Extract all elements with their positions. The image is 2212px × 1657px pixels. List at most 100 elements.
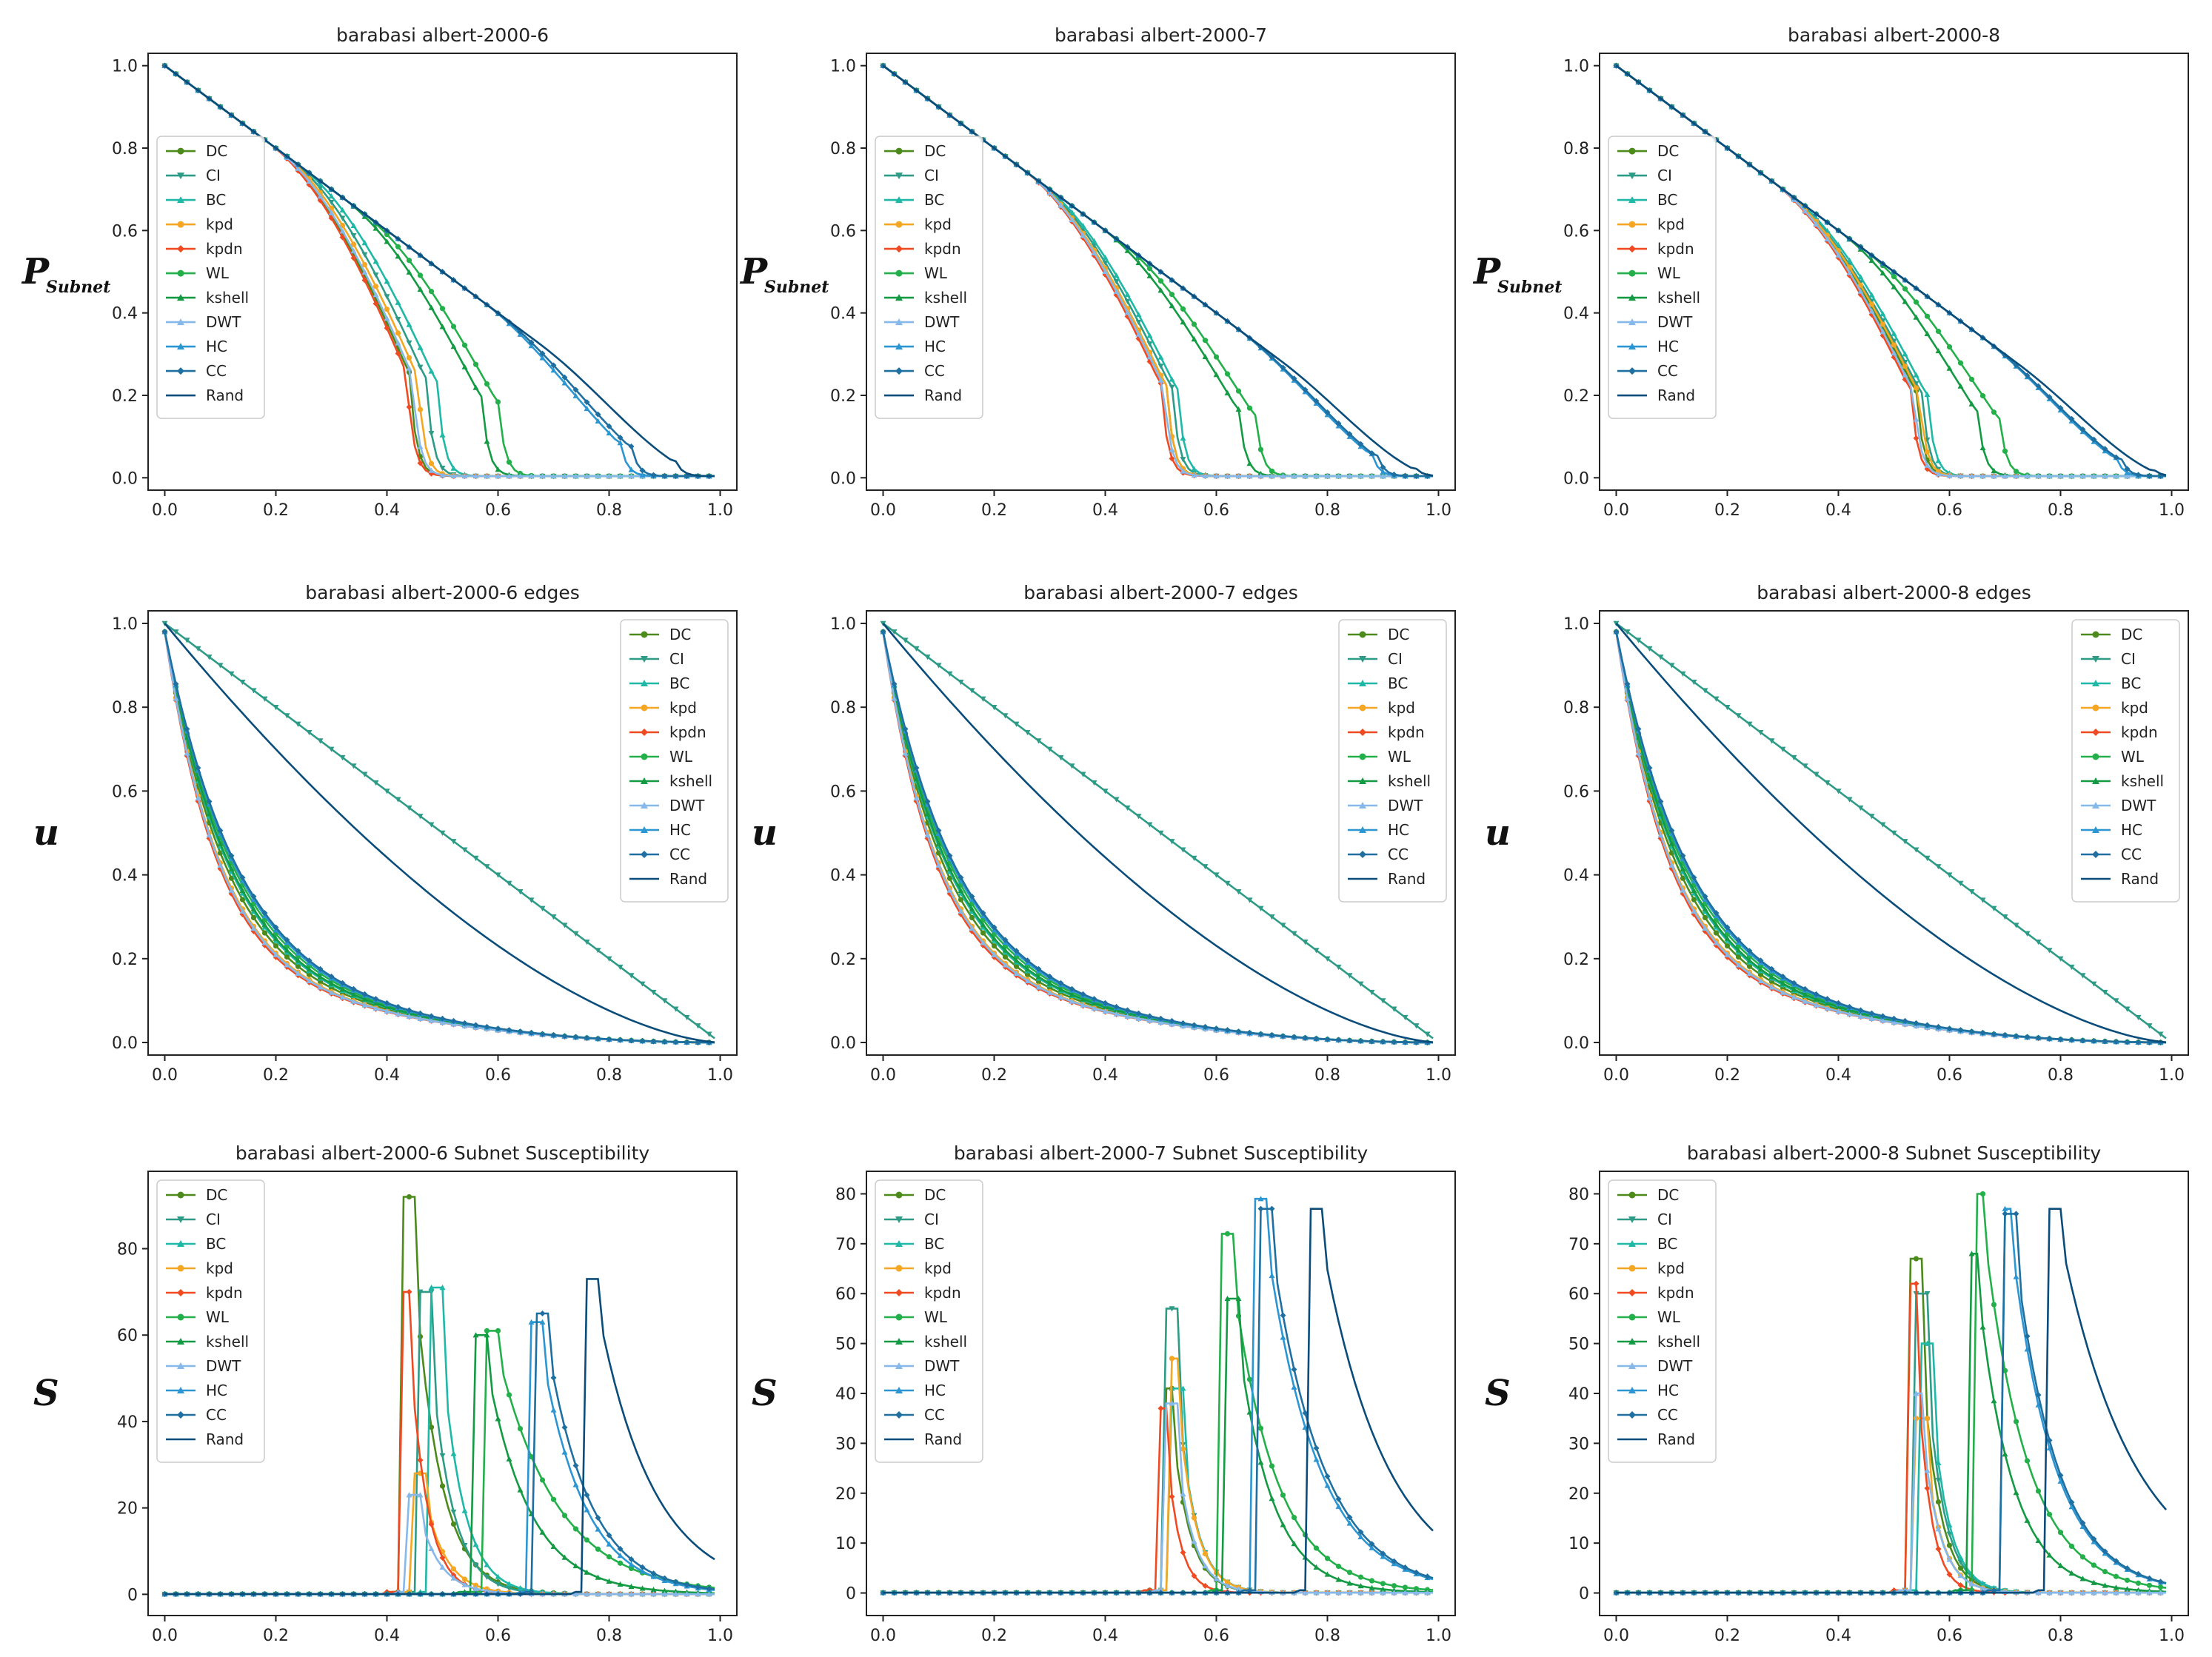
marker-CC xyxy=(1624,680,1631,687)
marker-kpdn xyxy=(1191,1573,1197,1579)
marker-CC xyxy=(1380,1550,1386,1557)
marker-DWT xyxy=(472,473,479,479)
y-tick-label: 0.2 xyxy=(1563,387,1589,406)
legend-label: WL xyxy=(206,1308,230,1326)
y-tick-label: 0.6 xyxy=(830,783,856,801)
chart-title: barabasi albert-2000-7 Subnet Susceptibi… xyxy=(954,1142,1369,1164)
legend-label: CC xyxy=(1657,362,1678,380)
marker-CI xyxy=(1680,671,1686,677)
marker-kpd xyxy=(1191,1515,1197,1521)
marker-DWT xyxy=(1169,1400,1175,1406)
marker-kshell xyxy=(550,1543,557,1549)
marker-CI xyxy=(1046,746,1053,752)
marker-kshell xyxy=(2046,1552,2053,1558)
y-tick-label: 0.4 xyxy=(1563,305,1589,324)
y-axis-label: S xyxy=(33,1373,59,1414)
marker-BC xyxy=(428,368,435,374)
legend-label: DWT xyxy=(669,797,705,814)
marker-kshell xyxy=(1257,1459,1264,1465)
marker-kshell xyxy=(1080,996,1086,1002)
marker-CC xyxy=(1324,1036,1331,1042)
legend-label: CI xyxy=(206,167,221,184)
marker-CC xyxy=(1680,852,1686,859)
marker-kpd xyxy=(1169,1356,1175,1362)
marker-kshell xyxy=(924,811,931,817)
marker-DWT xyxy=(439,472,446,478)
marker-HC xyxy=(595,418,601,424)
marker-kshell xyxy=(1946,365,1953,371)
marker-DWT xyxy=(306,178,313,184)
marker-WL xyxy=(1269,1463,1275,1469)
marker-HC xyxy=(1313,1456,1320,1462)
legend-label: CI xyxy=(1657,167,1672,184)
marker-CI xyxy=(1913,847,1919,853)
marker-DWT xyxy=(506,473,512,479)
marker-kshell xyxy=(1124,247,1131,253)
marker-kshell xyxy=(1313,1564,1320,1570)
marker-CC xyxy=(661,472,668,479)
marker-kshell xyxy=(228,866,235,871)
marker-BC xyxy=(1935,458,1942,463)
marker-CC xyxy=(606,1532,612,1539)
marker-CI xyxy=(1369,989,1375,996)
marker-WL xyxy=(1224,1231,1231,1236)
marker-DWT xyxy=(350,247,357,254)
marker-DWT xyxy=(472,1585,479,1591)
marker-CI xyxy=(1735,713,1742,719)
marker-kpd xyxy=(428,461,435,466)
legend-label: DC xyxy=(924,142,946,160)
marker-CI xyxy=(891,629,898,635)
marker-DWT xyxy=(2002,473,2008,479)
marker-CI xyxy=(1235,889,1242,895)
marker-CC xyxy=(617,1545,624,1552)
marker-kpd xyxy=(461,1576,468,1582)
marker-WL xyxy=(1280,1492,1286,1498)
marker-kshell xyxy=(1380,1586,1386,1592)
legend-label: BC xyxy=(1388,674,1408,692)
marker-CC xyxy=(584,1492,590,1499)
legend-box xyxy=(875,135,983,419)
y-tick-label: 0.2 xyxy=(1563,951,1589,969)
marker-DWT xyxy=(991,951,998,957)
series-group xyxy=(880,1196,1434,1596)
y-tick-label: 0.4 xyxy=(830,867,856,886)
legend-marker-kpdn xyxy=(177,1289,184,1296)
marker-DWT xyxy=(1335,473,1342,479)
marker-CI xyxy=(317,185,324,192)
marker-kshell xyxy=(1979,444,1986,451)
legend-label: CC xyxy=(924,362,945,380)
marker-CI xyxy=(991,704,998,711)
marker-DWT xyxy=(417,1492,424,1498)
marker-DWT xyxy=(1657,831,1664,837)
marker-WL xyxy=(1235,388,1242,394)
legend-label: WL xyxy=(2121,748,2145,766)
marker-CC xyxy=(2024,372,2031,379)
marker-DC xyxy=(428,1425,435,1430)
marker-CC xyxy=(1024,957,1031,964)
marker-BC xyxy=(1902,351,1908,357)
y-tick-label: 0 xyxy=(846,1585,856,1604)
marker-CI xyxy=(1135,319,1142,326)
marker-CC xyxy=(684,1039,690,1045)
y-axis-label-subscript: Subnet xyxy=(1497,278,1562,297)
marker-CC xyxy=(528,339,535,346)
legend-marker-HC xyxy=(1359,826,1366,833)
marker-CC xyxy=(484,1023,490,1030)
marker-kshell xyxy=(395,253,401,259)
marker-CC xyxy=(161,629,168,635)
legend-label: CI xyxy=(924,167,939,184)
marker-CC xyxy=(239,874,246,881)
marker-DWT xyxy=(395,340,401,346)
x-tick-label: 0.6 xyxy=(1203,1066,1229,1085)
marker-kpdn xyxy=(350,255,357,261)
marker-kshell xyxy=(1891,284,1897,289)
marker-kpdn xyxy=(372,301,379,307)
marker-DC xyxy=(1691,897,1697,903)
legend-label: kpd xyxy=(924,215,952,233)
legend-marker-WL xyxy=(895,270,903,277)
marker-CI xyxy=(506,1585,512,1592)
marker-DC xyxy=(1957,1565,1964,1571)
marker-DWT xyxy=(1213,1576,1220,1581)
marker-CC xyxy=(672,473,679,480)
